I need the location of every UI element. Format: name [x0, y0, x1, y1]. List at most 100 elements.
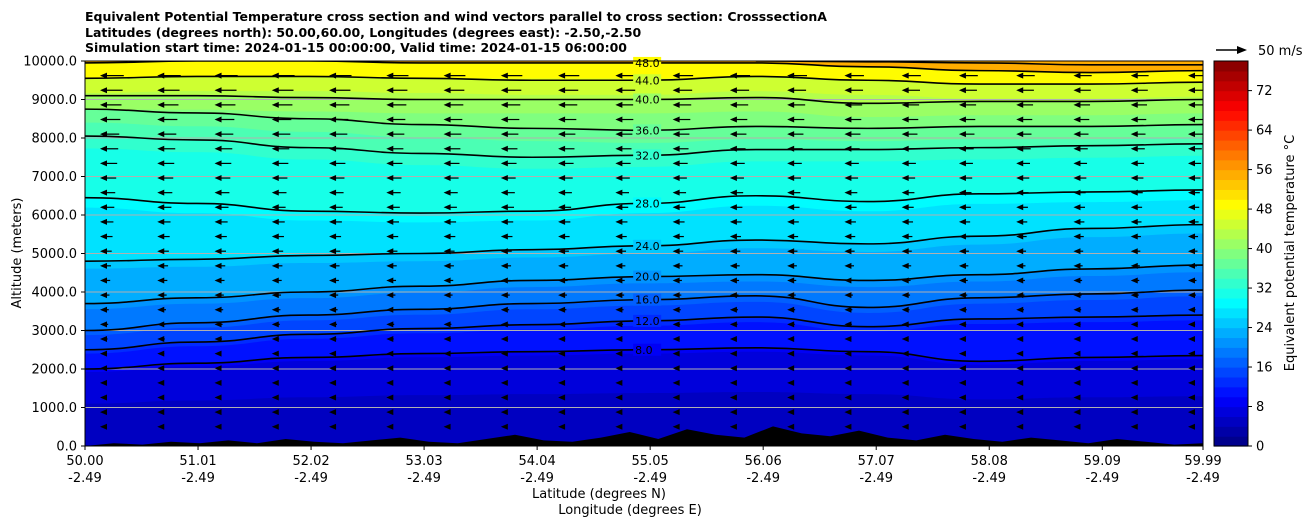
- wind-vector-head: [1016, 101, 1024, 108]
- wind-vector-head: [214, 218, 222, 225]
- wind-vector: [329, 131, 348, 138]
- wind-vector: [615, 204, 629, 211]
- wind-vector: [901, 262, 912, 269]
- x-tick-label-lat: 56.06: [745, 454, 782, 469]
- wind-vector-head: [214, 306, 222, 313]
- wind-vector: [958, 409, 966, 416]
- wind-vector-head: [100, 321, 107, 328]
- wind-vector-head: [500, 248, 508, 255]
- wind-vector: [787, 87, 807, 94]
- wind-vector: [844, 175, 859, 182]
- wind-vector-head: [271, 87, 279, 94]
- wind-vector-head: [443, 321, 451, 328]
- wind-vector: [329, 277, 339, 284]
- wind-vector: [271, 204, 286, 211]
- wind-vector-head: [615, 262, 623, 269]
- wind-vector: [386, 423, 394, 430]
- wind-vector-head: [958, 131, 966, 138]
- wind-vector-head: [329, 306, 337, 313]
- wind-vector-head: [271, 233, 279, 240]
- wind-vector-head: [615, 365, 623, 372]
- wind-vector-head: [329, 379, 337, 386]
- wind-vector: [1188, 409, 1195, 416]
- colorbar-step: [1214, 209, 1248, 220]
- wind-vector: [729, 233, 741, 240]
- wind-vector-head: [615, 379, 623, 386]
- wind-vector: [1130, 116, 1147, 123]
- y-tick-label: 7000.0: [32, 170, 78, 185]
- wind-vector: [100, 131, 120, 138]
- wind-vector-head: [672, 262, 680, 269]
- wind-vector-head: [214, 335, 222, 342]
- wind-vector: [500, 423, 508, 430]
- wind-vector: [1016, 277, 1025, 284]
- wind-vector: [157, 233, 170, 240]
- wind-vector-head: [386, 409, 394, 416]
- wind-vector-head: [271, 292, 279, 299]
- wind-vector: [386, 262, 397, 269]
- wind-vector-head: [1016, 233, 1024, 240]
- wind-vector: [787, 335, 795, 342]
- wind-vector-head: [500, 409, 508, 416]
- wind-vector-head: [901, 365, 909, 372]
- wind-vector: [787, 365, 795, 372]
- wind-vector-head: [1016, 204, 1024, 211]
- wind-vector-head: [844, 145, 852, 152]
- wind-vector: [157, 292, 167, 299]
- x-tick-label-lat: 53.03: [405, 454, 442, 469]
- contour-label-bg: [633, 343, 662, 356]
- wind-vector-head: [157, 131, 165, 138]
- wind-vector-head: [844, 321, 852, 328]
- wind-vector-head: [844, 409, 852, 416]
- wind-vector: [271, 175, 288, 182]
- wind-vector: [500, 175, 516, 182]
- wind-vector: [558, 218, 571, 225]
- wind-vector: [1130, 277, 1140, 284]
- wind-vector: [615, 116, 634, 123]
- wind-vector-head: [729, 160, 737, 167]
- wind-vector: [1188, 204, 1200, 211]
- wind-vector: [615, 101, 635, 108]
- wind-vector: [1188, 335, 1195, 342]
- wind-vector-head: [157, 394, 165, 401]
- colorbar-tick-label: 64: [1256, 124, 1273, 139]
- wind-vector: [787, 350, 795, 357]
- wind-vector-head: [558, 365, 566, 372]
- wind-vector-head: [443, 189, 451, 196]
- wind-vector-head: [901, 233, 909, 240]
- contour-label-36.0: 36.0: [635, 124, 660, 137]
- wind-vector-head: [1130, 306, 1138, 313]
- wind-vector-head: [558, 321, 566, 328]
- wind-vector: [787, 233, 799, 240]
- wind-vector-head: [1073, 277, 1081, 284]
- wind-vector: [1073, 233, 1084, 240]
- x-tick-label-lon: -2.49: [68, 471, 102, 486]
- y-tick-label: 1000.0: [32, 401, 78, 416]
- colorbar-step: [1214, 90, 1248, 102]
- wind-vector: [844, 409, 852, 416]
- wind-vector-head: [844, 87, 852, 94]
- wind-vector-head: [958, 87, 966, 94]
- wind-vector-head: [157, 335, 165, 342]
- wind-vector-head: [100, 262, 107, 269]
- wind-vector: [901, 335, 909, 342]
- wind-vector-head: [271, 379, 279, 386]
- wind-vector: [214, 218, 228, 225]
- wind-vector: [100, 160, 118, 167]
- wind-vector-head: [157, 365, 165, 372]
- wind-vector: [901, 175, 916, 182]
- wind-vector: [1016, 175, 1030, 182]
- wind-vector: [1130, 350, 1138, 357]
- wind-vector: [672, 145, 689, 152]
- wind-vector: [443, 277, 454, 284]
- wind-vector-head: [157, 72, 165, 79]
- wind-vector: [214, 335, 223, 342]
- wind-vector: [1016, 204, 1028, 211]
- wind-vector-head: [1130, 277, 1138, 284]
- wind-vector-head: [729, 321, 737, 328]
- wind-vector-head: [787, 292, 795, 299]
- wind-vector-head: [901, 409, 909, 416]
- wind-vector-head: [1016, 350, 1024, 357]
- wind-vector: [1073, 72, 1092, 79]
- wind-vector-head: [1016, 145, 1024, 152]
